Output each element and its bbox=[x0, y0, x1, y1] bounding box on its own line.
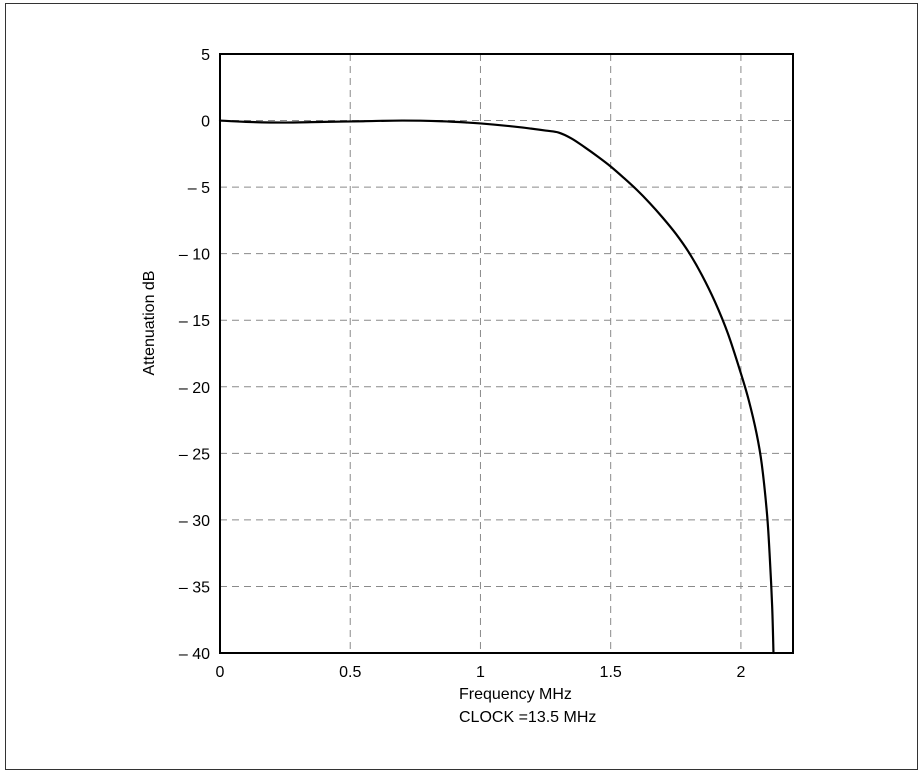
y-tick-label: – 20 bbox=[179, 380, 210, 397]
clock-note-label: CLOCK =13.5 MHz bbox=[459, 709, 596, 726]
y-tick-label: – 25 bbox=[179, 446, 210, 463]
x-axis-label: Frequency MHz bbox=[459, 686, 572, 703]
y-tick-label: 0 bbox=[201, 114, 210, 131]
y-tick-label: – 35 bbox=[179, 579, 210, 596]
x-tick-label: 1 bbox=[476, 664, 485, 681]
y-tick-label: – 40 bbox=[179, 646, 210, 663]
y-tick-label: – 30 bbox=[179, 513, 210, 530]
x-tick-label: 2 bbox=[736, 664, 745, 681]
y-tick-label: – 5 bbox=[188, 180, 210, 197]
x-tick-label: 1.5 bbox=[600, 664, 622, 681]
y-axis-label: Attenuation dB bbox=[141, 271, 158, 376]
figure-frame bbox=[5, 3, 918, 770]
y-tick-label: – 15 bbox=[179, 313, 210, 330]
plot-area-border bbox=[219, 53, 794, 654]
attenuation-curve bbox=[218, 119, 775, 655]
y-tick-label: 5 bbox=[201, 47, 210, 64]
y-axis-ticks: 5 0 – 5 – 10 – 15 – 20 – 25 – 30 – 35 – 40 bbox=[179, 47, 210, 663]
x-tick-label: 0 bbox=[216, 664, 225, 681]
grid bbox=[220, 54, 793, 653]
x-axis-ticks: 0 0.5 1 1.5 2 bbox=[216, 664, 746, 681]
y-tick-label: – 10 bbox=[179, 247, 210, 264]
x-tick-label: 0.5 bbox=[339, 664, 361, 681]
